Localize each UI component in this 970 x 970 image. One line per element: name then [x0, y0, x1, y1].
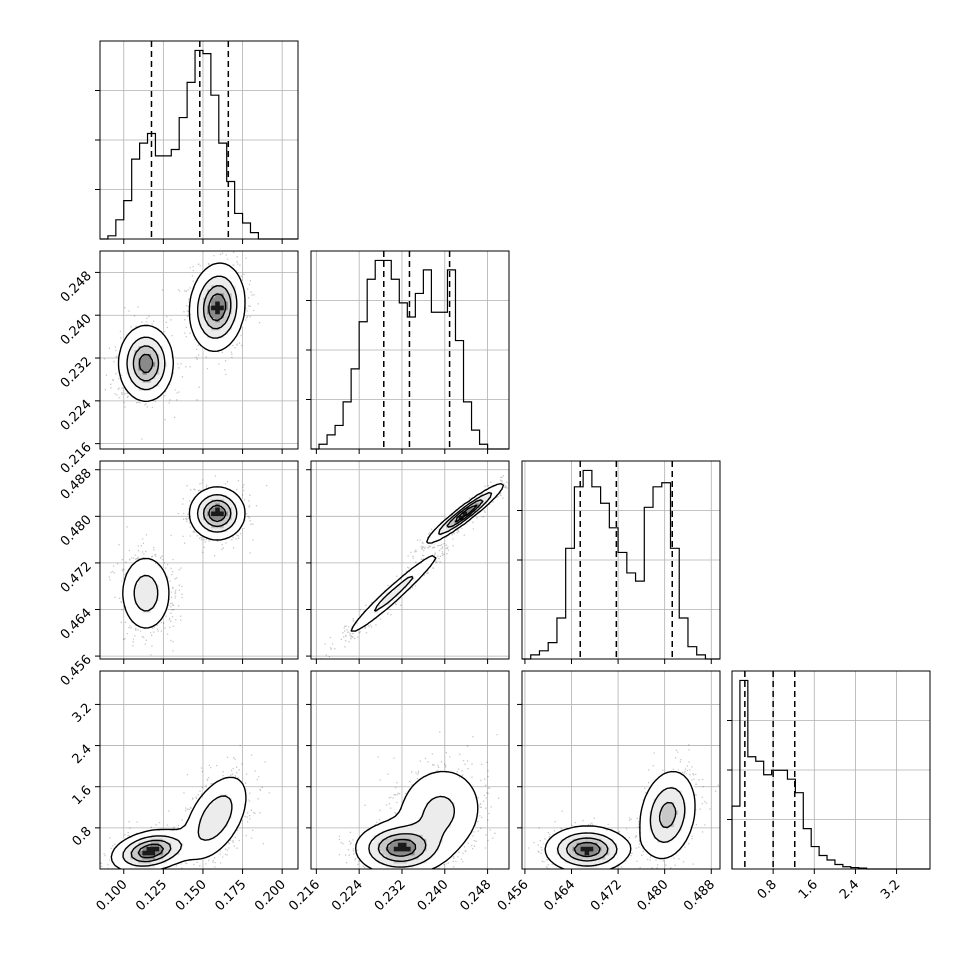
- panel-content: [522, 671, 720, 869]
- contour-line-2: [377, 833, 427, 862]
- y-tick-label: 3.2: [70, 701, 95, 726]
- x-axis-labels-col-0: 0.100 0.125 0.150 0.175 0.200: [94, 877, 289, 914]
- panel-frame: [99, 250, 299, 450]
- x-tick-label: 2.4: [837, 877, 862, 902]
- contour-line-1: [122, 795, 233, 867]
- contour-line-0: [117, 262, 246, 402]
- contour-line-3: [137, 843, 164, 859]
- scatter-panel-r3-c0: [95, 670, 299, 874]
- contour-line-2: [202, 499, 232, 528]
- contour-line-1: [126, 275, 238, 391]
- contour-line-3: [454, 504, 478, 523]
- panel-frame: [731, 670, 931, 870]
- y-tick-label: 0.456: [58, 652, 95, 689]
- panel-frame: [521, 670, 721, 870]
- y-tick-label: 0.464: [58, 606, 95, 643]
- contour-line-0: [355, 770, 479, 869]
- x-tick-label: 0.100: [94, 877, 131, 914]
- panel-frame: [99, 460, 299, 660]
- hist-panel-3: [727, 670, 931, 870]
- y-tick-label: 2.4: [70, 742, 95, 767]
- contour-line-3: [208, 504, 227, 523]
- x-tick-label: 0.464: [541, 877, 578, 914]
- hist-panel-2: [517, 460, 721, 664]
- panel-content: [100, 251, 298, 449]
- contour-line-3: [573, 841, 601, 858]
- contour-line-0: [350, 483, 505, 632]
- x-tick-label: 0.200: [252, 877, 289, 914]
- x-tick-label: 0.125: [133, 877, 170, 914]
- contour-line-0: [110, 776, 247, 869]
- contour-line-2: [446, 499, 484, 528]
- x-tick-label: 0.488: [681, 877, 718, 914]
- histogram-line: [100, 49, 298, 240]
- y-tick-label: 0.480: [58, 513, 95, 550]
- panel-content: [311, 461, 509, 659]
- density-core: [393, 842, 411, 852]
- x-tick-label: 0.224: [329, 877, 366, 914]
- y-tick-label: 0.224: [58, 397, 95, 434]
- contour-line-0: [122, 486, 246, 629]
- panel-content: [100, 671, 298, 869]
- scatter-panel-r1-c0: [95, 250, 299, 454]
- density-core: [458, 511, 468, 521]
- y-tick-label: 0.232: [58, 354, 95, 391]
- density-core: [580, 846, 594, 856]
- contour-line-1: [368, 795, 455, 868]
- x-tick-label: 0.216: [286, 877, 323, 914]
- scatter-panel-r2-c0: [95, 460, 299, 664]
- x-tick-label: 0.472: [588, 877, 625, 914]
- panel-frame: [310, 250, 510, 450]
- panel-content: [100, 461, 298, 659]
- x-tick-label: 0.232: [372, 877, 409, 914]
- x-tick-label: 0.480: [635, 877, 672, 914]
- hist-panel-1: [306, 250, 510, 454]
- contour-line-0: [544, 770, 696, 869]
- y-tick-label: 0.8: [70, 824, 95, 849]
- x-tick-label: 0.150: [173, 877, 210, 914]
- scatter-panel-r3-c1: [306, 670, 510, 874]
- y-tick-label: 1.6: [70, 783, 95, 808]
- hist-panel-0: [95, 40, 299, 244]
- x-tick-label: 1.6: [796, 877, 821, 902]
- contour-line-2: [132, 285, 232, 382]
- y-axis-labels-row-3: 0.8 1.6 2.4 3.2: [70, 701, 95, 850]
- histogram-line: [311, 259, 509, 450]
- density-core: [142, 846, 160, 856]
- x-tick-label: 3.2: [878, 877, 903, 902]
- contour-line-1: [133, 494, 238, 612]
- scatter-panel-r3-c2: [517, 670, 721, 874]
- histogram-line: [522, 469, 720, 660]
- x-axis-labels-col-3: 0.8 1.6 2.4 3.2: [755, 869, 903, 902]
- contour-line-1: [556, 787, 686, 867]
- density-core: [211, 301, 224, 315]
- panel-frame: [310, 670, 510, 870]
- y-tick-label: 0.240: [58, 311, 95, 348]
- contour-line-3: [138, 293, 227, 374]
- density-core: [211, 507, 224, 517]
- panel-frame: [99, 670, 299, 870]
- contour-line-1: [374, 492, 493, 612]
- x-axis-labels-col-2: 0.456 0.464 0.472 0.480 0.488: [495, 877, 718, 914]
- x-axis-labels-col-1: 0.216 0.224 0.232 0.240 0.248: [286, 877, 494, 914]
- panel-frame: [310, 460, 510, 660]
- panel-content: [311, 671, 509, 869]
- panel-frame: [521, 460, 721, 660]
- y-tick-label: 0.472: [58, 559, 95, 596]
- histogram-line: [731, 679, 930, 870]
- contour-line-2: [130, 839, 172, 863]
- x-tick-label: 0.8: [755, 877, 780, 902]
- x-tick-label: 0.248: [457, 877, 494, 914]
- x-tick-label: 0.175: [212, 877, 249, 914]
- contour-line-3: [386, 838, 417, 857]
- x-tick-label: 0.456: [495, 877, 532, 914]
- y-tick-label: 0.248: [58, 269, 95, 306]
- contour-line-2: [565, 801, 677, 862]
- panel-frame: [99, 40, 299, 240]
- scatter-panel-r2-c1: [306, 460, 510, 664]
- x-tick-label: 0.240: [415, 877, 452, 914]
